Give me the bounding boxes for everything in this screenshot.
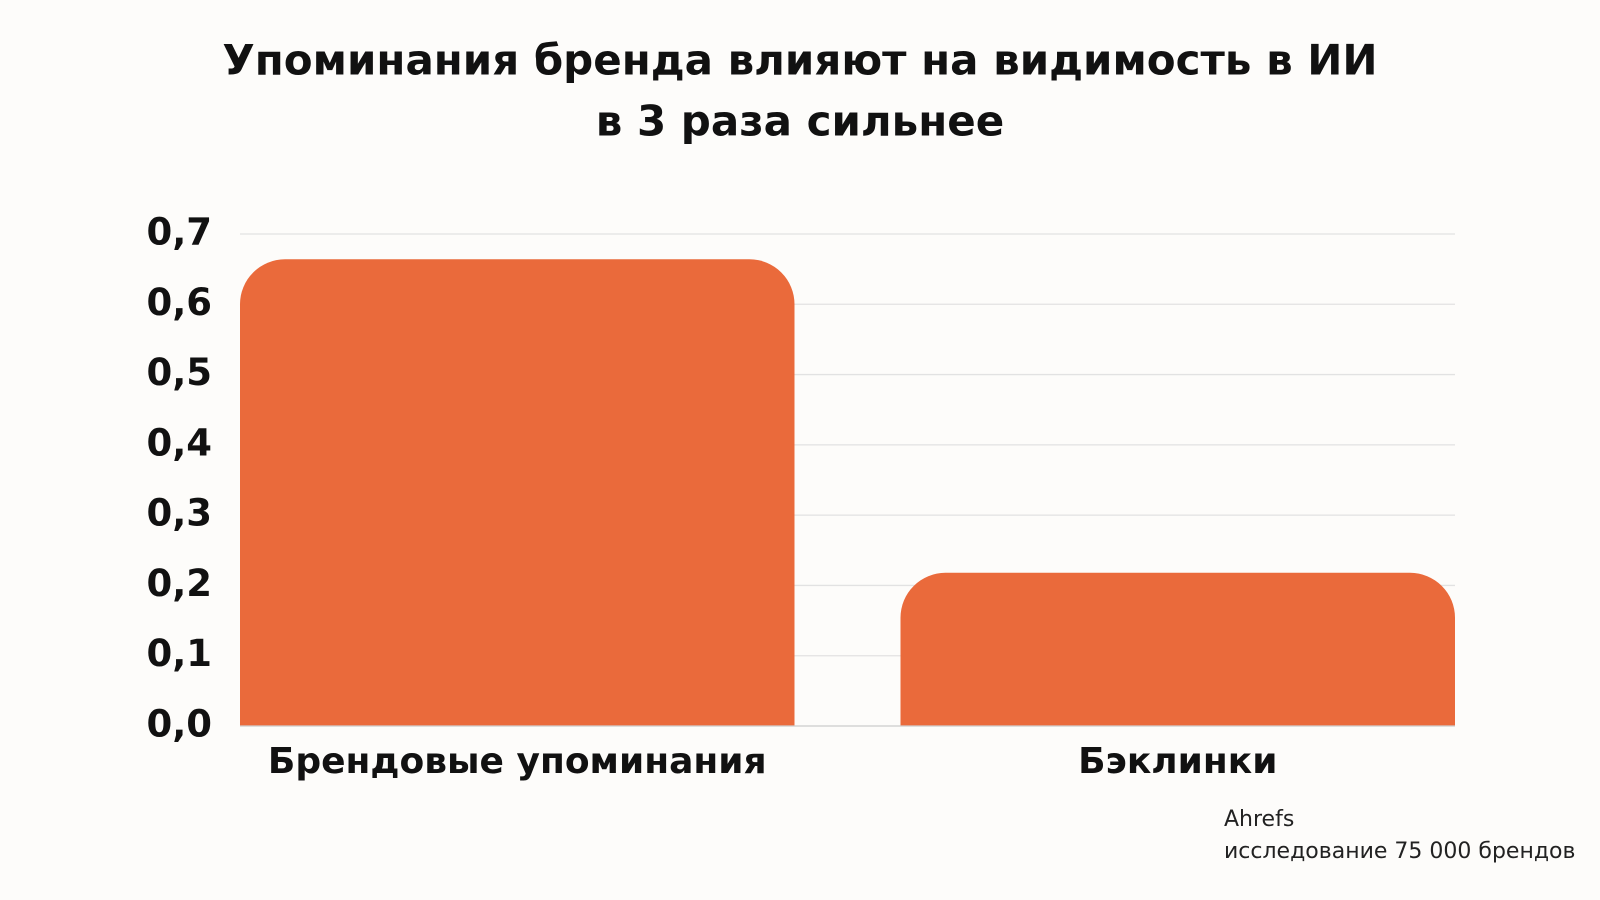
source-note: исследование 75 000 брендов [1224,839,1575,864]
x-tick-label: Бэклинки [1078,741,1277,782]
source-note: Ahrefs [1224,807,1294,832]
y-tick-label: 0,5 [146,351,212,394]
bar [240,259,795,726]
y-tick-label: 0,1 [146,632,212,675]
y-tick-label: 0,7 [146,211,212,254]
y-tick-label: 0,0 [146,703,212,746]
y-tick-label: 0,4 [146,421,212,464]
chart-title: в 3 раза сильнее [596,97,1004,146]
bar [900,572,1455,726]
chart-title: Упоминания бренда влияют на видимость в … [222,36,1377,85]
y-tick-label: 0,6 [146,281,212,324]
y-tick-label: 0,3 [146,492,212,535]
y-tick-label: 0,2 [146,562,212,605]
x-tick-label: Брендовые упоминания [268,741,767,782]
